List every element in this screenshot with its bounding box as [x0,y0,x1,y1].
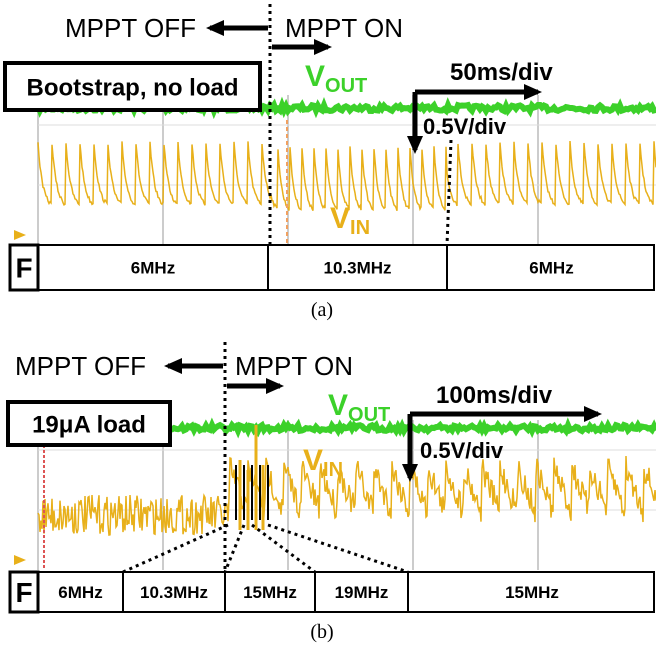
mode-off-label: MPPT OFF [15,351,146,381]
ground-marker [14,555,26,565]
time-div: 50ms/div [450,59,553,86]
signal-label: VOUT [328,389,390,426]
freq-cell: 10.3MHz [140,583,208,602]
freq-cell: 6MHz [131,259,175,278]
condition-label: 19μA load [32,412,146,439]
caption: (a) [311,299,333,321]
freq-cell: 10.3MHz [323,259,391,278]
arrow-head [206,20,224,36]
arrow-head [164,358,182,374]
volt-div: 0.5V/div [420,438,504,463]
caption: (b) [310,621,333,643]
condition-label: Bootstrap, no load [27,75,239,102]
signal-main: V [328,389,348,422]
signal-main: V [303,444,323,477]
signal-main: V [305,60,325,93]
arrow-head [584,406,602,422]
mode-on-label: MPPT ON [285,13,403,43]
figure: F 6MHz 10.3MHz 6MHz MPPT OFF MPPT ON Bootstrap… [0,0,656,647]
signal-sub: IN [323,459,343,481]
freq-cell: 6MHz [58,583,102,602]
mode-on-label: MPPT ON [235,351,353,381]
freq-cell: 15MHz [505,583,559,602]
signal-sub: IN [350,217,370,239]
time-div: 100ms/div [436,382,553,409]
volt-div: 0.5V/div [423,114,507,139]
freq-label: F [15,577,32,608]
signal-sub: OUT [325,75,367,97]
mode-off-label: MPPT OFF [65,13,196,43]
freq-cell: 6MHz [529,259,573,278]
freq-cell: 15MHz [243,583,297,602]
signal-main: V [330,202,350,235]
signal-label: VOUT [305,60,367,97]
ground-marker [14,230,26,240]
freq-label: F [15,253,32,284]
freq-cell: 19MHz [335,583,389,602]
signal-sub: OUT [348,404,390,426]
